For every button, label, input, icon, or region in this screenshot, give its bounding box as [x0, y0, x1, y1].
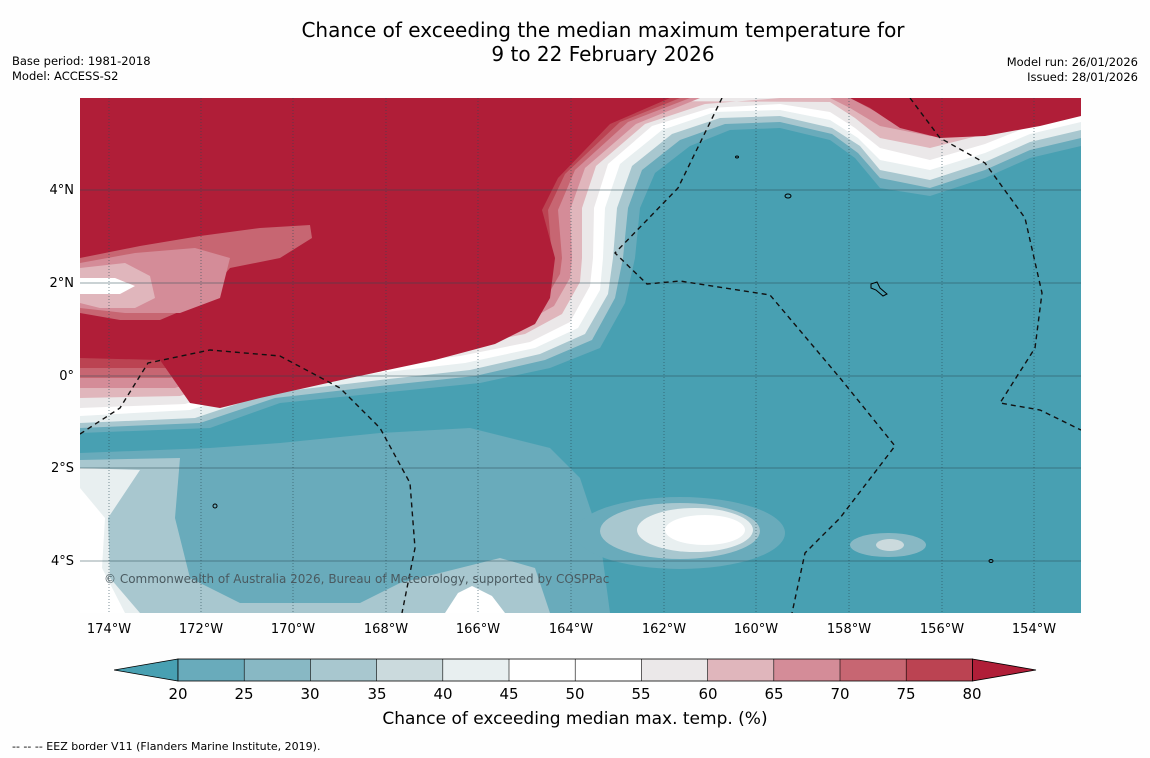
- cb-label-60: 60: [698, 685, 718, 703]
- footnote-eez: -- -- -- EEZ border V11 (Flanders Marine…: [12, 740, 321, 753]
- base-period: Base period: 1981-2018: [12, 54, 151, 68]
- colorbar-band-45-50: [509, 659, 576, 681]
- colorbar-arrow-low: [114, 658, 179, 682]
- west-pocket-white: [80, 278, 135, 294]
- band-above-80: [80, 98, 1081, 408]
- colorbar-dividers: [243, 659, 907, 681]
- islands: [212, 155, 994, 563]
- eez-borders: [80, 98, 1081, 613]
- graticule: [108, 98, 1035, 613]
- meta-right: Model run: 26/01/2026 Issued: 28/01/2026: [1007, 55, 1138, 85]
- lat-label-0: 0°: [59, 369, 74, 384]
- cb-label-65: 65: [764, 685, 784, 703]
- title-line-2: 9 to 22 February 2026: [491, 42, 715, 66]
- colorbar: [114, 658, 1037, 682]
- lon-label-172w: 172°W: [178, 622, 224, 637]
- colorbar-title: Chance of exceeding median max. temp. (%…: [382, 709, 768, 729]
- eez-border-tokelau: [80, 349, 416, 613]
- cb-label-70: 70: [830, 685, 850, 703]
- cb-label-35: 35: [367, 685, 387, 703]
- colorbar-arrow-high: [972, 658, 1037, 682]
- lon-label-170w: 170°W: [270, 622, 316, 637]
- cb-label-25: 25: [234, 685, 254, 703]
- sw-white-patch: [80, 488, 125, 613]
- cb-label-30: 30: [300, 685, 320, 703]
- island-5: [735, 155, 739, 159]
- cb-label-50: 50: [565, 685, 585, 703]
- colorbar-band-65-70: [773, 659, 840, 681]
- lon-label-160w: 160°W: [733, 622, 779, 637]
- cb-label-55: 55: [631, 685, 651, 703]
- model-run: Model run: 26/01/2026: [1006, 55, 1138, 69]
- cb-label-75: 75: [896, 685, 916, 703]
- lat-label-2n: 2°N: [49, 276, 75, 291]
- copyright-text: © Commonwealth of Australia 2026, Bureau…: [104, 572, 610, 586]
- map-svg: [80, 98, 1081, 613]
- lat-label-4n: 4°N: [49, 183, 75, 198]
- island-4: [988, 559, 994, 563]
- cb-label-20: 20: [168, 685, 188, 703]
- lon-label-156w: 156°W: [919, 622, 965, 637]
- colorbar-band-35-40: [376, 659, 443, 681]
- model-name: Model: ACCESS-S2: [12, 69, 119, 83]
- lon-label-174w: 174°W: [86, 622, 132, 637]
- lon-label-168w: 168°W: [363, 622, 409, 637]
- bottom-warm-blob: [445, 586, 505, 613]
- colorbar-band-30-35: [310, 659, 377, 681]
- island-2: [870, 281, 888, 297]
- lat-label-2s: 2°S: [50, 461, 74, 476]
- colorbar-band-50-55: [575, 659, 642, 681]
- lon-label-162w: 162°W: [641, 622, 687, 637]
- lon-label-154w: 154°W: [1011, 622, 1057, 637]
- meta-left: Base period: 1981-2018 Model: ACCESS-S2: [12, 54, 151, 84]
- blob-band-white: [665, 515, 745, 545]
- cb-label-45: 45: [499, 685, 519, 703]
- colorbar-band-40-45: [442, 659, 509, 681]
- colorbar-band-70-75: [840, 659, 907, 681]
- cb-label-80: 80: [962, 685, 982, 703]
- lon-label-158w: 158°W: [826, 622, 872, 637]
- colorbar-band-75-80: [906, 659, 973, 681]
- graticule-lat: [80, 189, 1081, 562]
- map-panel[interactable]: © Commonwealth of Australia 2026, Bureau…: [80, 98, 1081, 613]
- colorbar-band-60-65: [707, 659, 774, 681]
- island-3: [212, 503, 218, 509]
- lon-label-164w: 164°W: [548, 622, 594, 637]
- issued-date: Issued: 28/01/2026: [1027, 70, 1138, 84]
- cb-label-40: 40: [433, 685, 453, 703]
- title-line-1: Chance of exceeding the median maximum t…: [301, 18, 905, 42]
- chart-title: Chance of exceeding the median maximum t…: [0, 18, 1150, 66]
- lat-label-4s: 4°S: [50, 554, 74, 569]
- blob-east-small-inner: [876, 539, 904, 551]
- island-1: [784, 193, 792, 199]
- lon-label-166w: 166°W: [455, 622, 501, 637]
- colorbar-band-55-60: [641, 659, 708, 681]
- colorbar-band-25-30: [244, 659, 311, 681]
- eez-border-kiribati-east: [909, 98, 1081, 431]
- colorbar-band-20-25: [178, 659, 245, 681]
